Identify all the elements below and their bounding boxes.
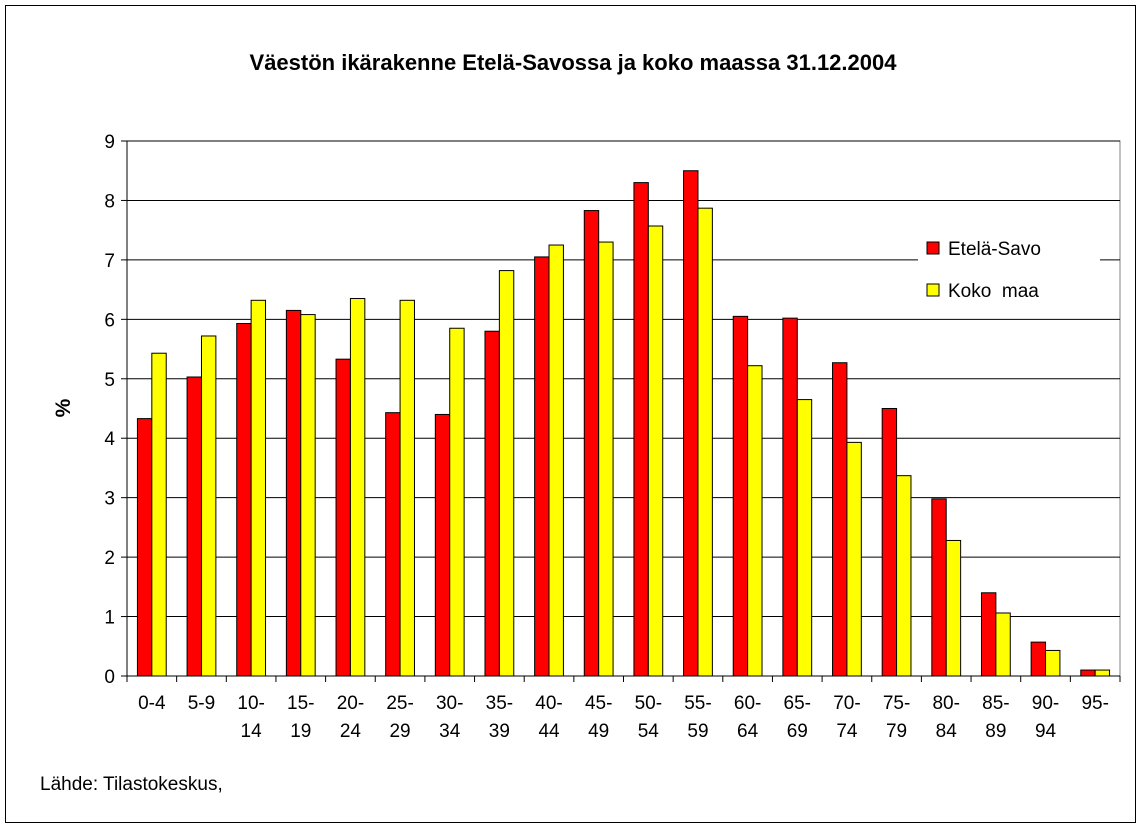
- bar: [647, 225, 664, 677]
- bar: [683, 170, 699, 677]
- x-tick-label: 5-9: [187, 693, 216, 714]
- x-tick-label: 70-74: [833, 693, 861, 742]
- x-tick-label: 90-94: [1031, 693, 1060, 742]
- bar: [534, 256, 550, 677]
- bar: [796, 399, 813, 677]
- x-tick-label: 0-4: [138, 693, 166, 714]
- bar: [846, 441, 862, 677]
- bar: [285, 309, 302, 677]
- y-tick-label: 1: [104, 608, 115, 629]
- bar: [1045, 649, 1061, 677]
- x-tick-label: 55-59: [684, 693, 712, 742]
- y-tick-label: 0: [104, 667, 115, 688]
- bar: [995, 612, 1011, 677]
- bar: [335, 358, 351, 677]
- bar: [434, 413, 451, 677]
- legend-swatch: [926, 283, 940, 297]
- y-axis-label: %: [52, 398, 75, 417]
- bar: [881, 408, 898, 677]
- bar: [896, 475, 912, 677]
- bar: [598, 241, 614, 677]
- bar: [697, 207, 713, 677]
- source-note: Lähde: Tilastokeskus,: [40, 774, 223, 795]
- y-tick-label: 4: [104, 429, 115, 450]
- x-tick-label: 20-24: [336, 693, 365, 742]
- bar: [782, 317, 798, 677]
- x-tick-label: 15-19: [287, 693, 315, 742]
- bar: [385, 412, 401, 677]
- legend-box: [918, 228, 1100, 308]
- chart-title: Väestön ikärakenne Etelä-Savossa ja koko…: [250, 50, 898, 75]
- x-tick-label: 85-89: [982, 693, 1010, 742]
- x-tick-label: 65-69: [783, 693, 811, 742]
- bar: [1080, 669, 1096, 677]
- x-tick-label: 50-54: [634, 693, 663, 742]
- bar: [300, 314, 316, 677]
- bar: [583, 210, 600, 677]
- x-tick-label: 10-14: [237, 693, 265, 742]
- x-tick-label: 25-29: [386, 693, 414, 742]
- bar: [136, 418, 153, 677]
- bar: [732, 315, 749, 677]
- bar: [945, 539, 962, 677]
- bar: [186, 376, 202, 677]
- bar: [236, 322, 252, 677]
- x-tick-label: 95-: [1081, 693, 1109, 714]
- bar: [498, 270, 515, 677]
- legend-label: Koko maa: [948, 281, 1039, 302]
- x-tick-label: 80-84: [932, 693, 960, 742]
- bar: [832, 362, 848, 677]
- plot-area: [126, 140, 1121, 677]
- y-tick-label: 9: [104, 132, 115, 153]
- bar: [1094, 669, 1111, 677]
- y-tick-label: 6: [104, 310, 115, 331]
- legend-swatch: [926, 241, 940, 255]
- bar: [449, 327, 465, 677]
- y-tick-label: 8: [104, 191, 115, 212]
- bar: [747, 365, 763, 677]
- x-tick-label: 35-39: [485, 693, 514, 742]
- y-tick-label: 5: [104, 370, 115, 391]
- bar: [349, 298, 366, 677]
- bar: [151, 352, 167, 677]
- y-tick-label: 3: [104, 489, 115, 510]
- y-tick-label: 7: [104, 251, 115, 272]
- legend-label: Etelä-Savo: [948, 239, 1041, 260]
- x-tick-label: 30-34: [435, 693, 464, 742]
- x-tick-label: 45-49: [584, 693, 613, 742]
- bar: [399, 299, 415, 677]
- bar: [548, 244, 564, 677]
- x-tick-label: 40-44: [535, 693, 563, 742]
- bar: [931, 498, 947, 677]
- bar: [1030, 641, 1047, 677]
- y-tick-label: 2: [104, 548, 115, 569]
- bar: [484, 330, 500, 677]
- x-tick-label: 60-64: [733, 693, 762, 742]
- bar: [633, 182, 649, 677]
- bar: [200, 335, 217, 677]
- bar: [980, 592, 997, 677]
- bar: [250, 299, 267, 677]
- x-tick-label: 75-79: [882, 693, 911, 742]
